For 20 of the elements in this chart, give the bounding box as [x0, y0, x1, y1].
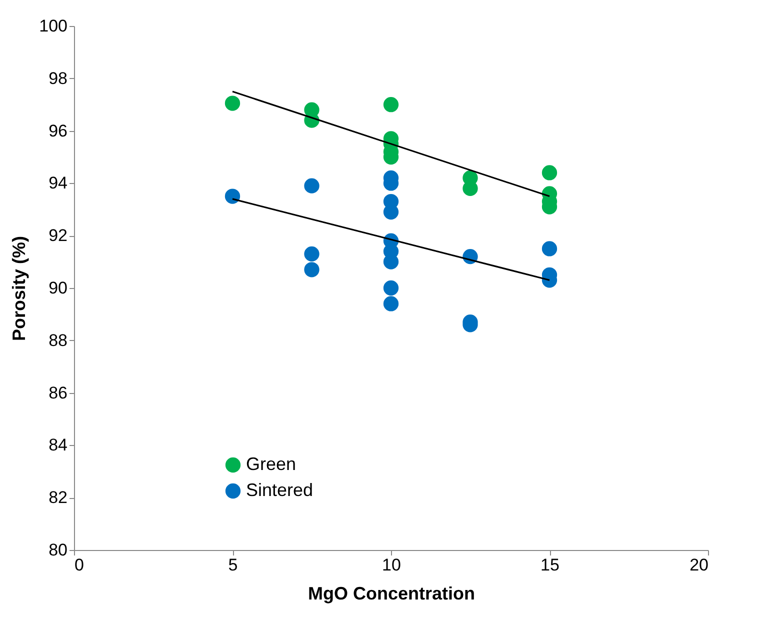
y-tick-label: 100 [39, 16, 68, 36]
y-tick-label: 86 [48, 383, 68, 402]
y-tick-label: 92 [48, 226, 68, 246]
y-tick-label: 98 [48, 68, 68, 88]
y-tick-label: 90 [48, 278, 68, 298]
x-tick-label: 10 [382, 556, 401, 574]
x-tick-label: 15 [540, 556, 560, 574]
legend-label: Sintered [246, 480, 314, 500]
x-tick-label: 20 [690, 556, 708, 574]
legend-label: Green [246, 454, 296, 474]
y-tick-label: 88 [48, 330, 68, 350]
x-tick-label: 0 [74, 556, 84, 574]
y-tick-label: 84 [48, 436, 68, 455]
x-axis-title: MgO Concentration [308, 584, 475, 604]
x-tick-label: 5 [228, 556, 238, 574]
y-tick-label: 94 [48, 174, 68, 193]
y-tick-label: 82 [48, 488, 68, 508]
y-tick-label: 80 [48, 540, 68, 560]
y-axis-title: Porosity (%) [9, 236, 30, 342]
y-tick-label: 96 [48, 121, 68, 140]
